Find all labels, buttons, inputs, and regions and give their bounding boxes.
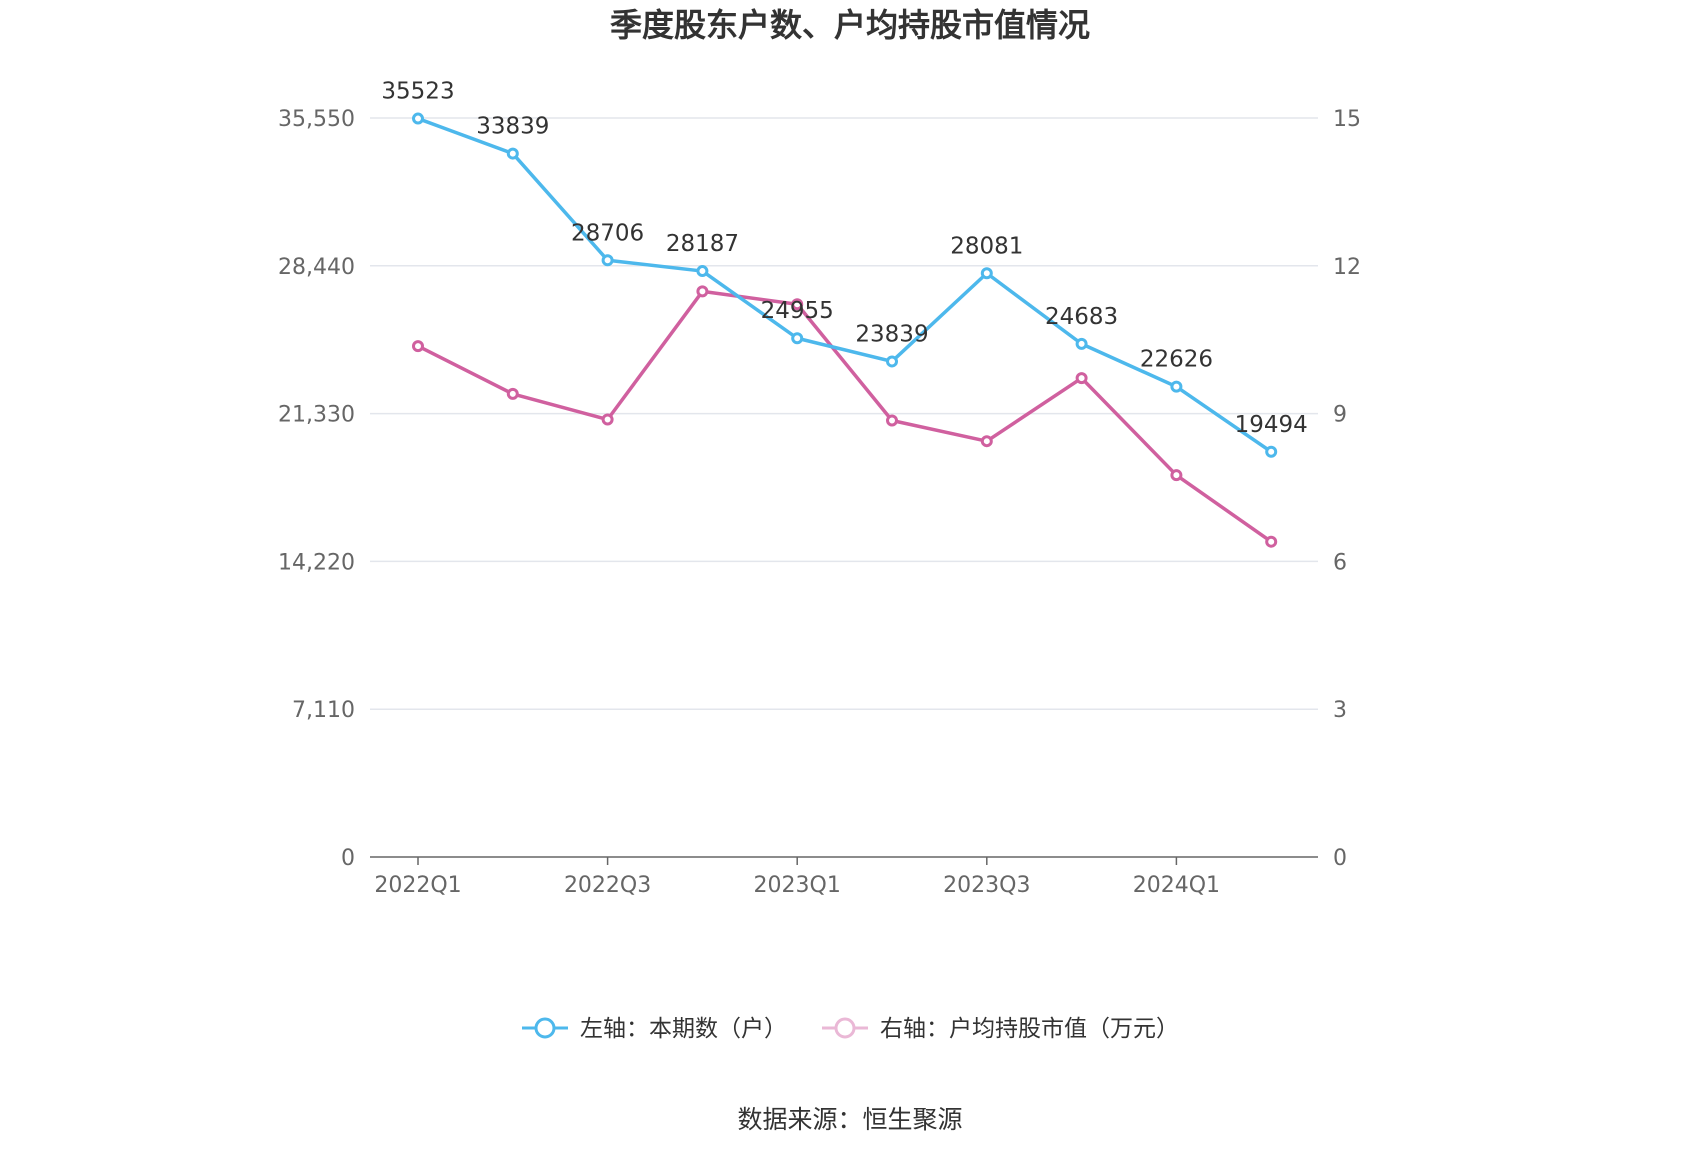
series-point-households[interactable] [791,332,804,345]
legend-item-households[interactable]: 左轴：本期数（户） [522,1016,787,1042]
left-tick-label: 14,220 [278,550,355,575]
source-note: 数据来源：恒生聚源 [737,1105,962,1134]
data-label: 28081 [950,233,1023,259]
chart-title: 季度股东户数、户均持股市值情况 [610,6,1090,44]
series-line-avg-value [417,289,1273,544]
data-label: 24955 [761,298,834,324]
legend-label-avg-value: 右轴：户均持股市值（万元） [880,1016,1179,1042]
series-point-households[interactable] [886,355,898,368]
series-point-avg-value[interactable] [1170,469,1183,482]
data-label: 19494 [1235,412,1308,438]
data-label: 22626 [1140,347,1213,373]
left-tick-label: 21,330 [278,403,355,428]
right-axis: 0 3 6 9 12 15 [1333,107,1361,871]
series-point-households[interactable] [601,254,614,267]
series-point-avg-value[interactable] [980,435,993,448]
series-point-households[interactable] [980,267,993,280]
series-point-avg-value[interactable] [1075,372,1088,385]
left-tick-label: 0 [341,846,355,871]
x-tick-label: 2022Q3 [564,873,651,898]
x-tick-label: 2024Q1 [1133,873,1220,898]
left-tick-label: 28,440 [278,255,355,280]
series-point-avg-value[interactable] [601,413,614,426]
x-axis: 2022Q1 2022Q3 2023Q1 2023Q3 2024Q1 [370,856,1318,898]
data-label: 24683 [1045,304,1118,330]
data-label: 28706 [571,220,644,246]
legend-marker-avg-value [834,1017,856,1039]
series-point-households[interactable] [1170,380,1183,393]
series-point-avg-value[interactable] [696,285,709,298]
x-tick-label: 2022Q1 [374,873,461,898]
series-line-households [417,116,1273,454]
series-point-avg-value[interactable] [506,387,519,400]
series-point-avg-value[interactable] [791,298,804,311]
right-tick-label: 9 [1333,403,1347,428]
series-point-avg-value[interactable] [412,340,424,353]
data-label: 28187 [666,231,739,257]
series-point-households[interactable] [696,265,709,278]
left-tick-label: 35,550 [278,107,355,132]
data-labels: 35523 33839 28706 28187 24955 23839 28081 24683… [381,79,1307,438]
right-tick-label: 12 [1333,255,1361,280]
x-tick-label: 2023Q1 [754,873,841,898]
legend-marker-households [534,1017,556,1039]
right-tick-label: 6 [1333,550,1347,575]
series-point-avg-value[interactable] [886,414,898,427]
legend[interactable]: 左轴：本期数（户） 右轴：户均持股市值（万元） [522,1016,1179,1042]
legend-label-households: 左轴：本期数（户） [580,1016,787,1042]
series-point-households[interactable] [1265,445,1278,458]
data-label: 23839 [855,321,928,347]
series-point-households[interactable] [412,112,424,125]
left-tick-label: 7,110 [292,698,355,723]
series-group [412,112,1278,548]
series-point-households[interactable] [506,147,519,160]
grid [370,117,1318,710]
series-point-households[interactable] [1075,337,1088,350]
right-tick-label: 3 [1333,698,1347,723]
x-tick-label: 2023Q3 [943,873,1030,898]
data-label: 35523 [381,79,454,105]
legend-item-avg-value[interactable]: 右轴：户均持股市值（万元） [822,1016,1179,1042]
right-tick-label: 0 [1333,846,1347,871]
series-point-avg-value[interactable] [1265,535,1278,548]
data-label: 33839 [476,114,549,140]
left-axis: 0 7,110 14,220 21,330 28,440 35,550 [278,107,355,871]
right-tick-label: 15 [1333,107,1361,132]
